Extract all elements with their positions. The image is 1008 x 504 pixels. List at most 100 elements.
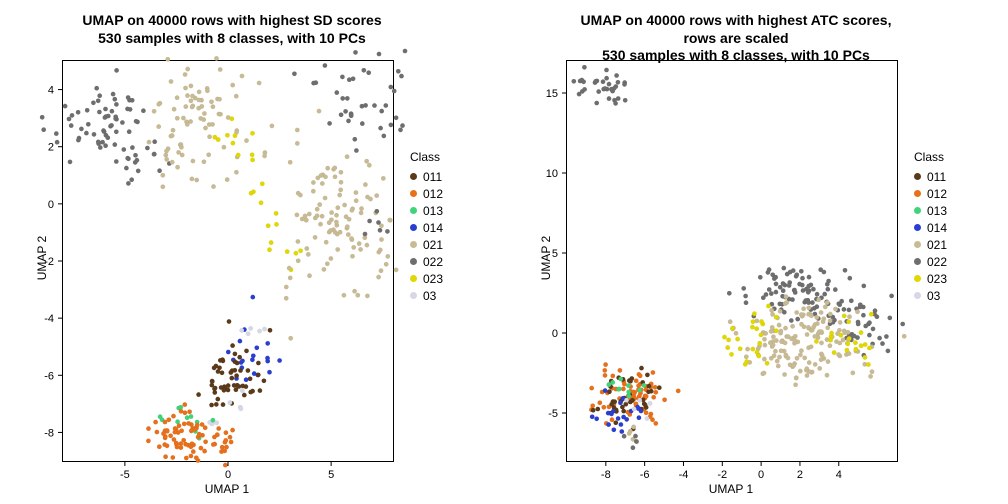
point-021: [333, 166, 338, 171]
point-021: [298, 193, 303, 198]
point-011: [233, 352, 238, 357]
point-012: [146, 426, 151, 431]
point-022: [767, 287, 772, 292]
point-022: [389, 123, 394, 128]
right-legend: Class01101201301402102202303: [914, 150, 1000, 304]
point-014: [637, 415, 642, 420]
point-022: [91, 101, 96, 106]
point-021: [288, 336, 293, 341]
point-022: [622, 434, 627, 439]
point-023: [751, 347, 756, 352]
point-021: [773, 349, 778, 354]
point-022: [581, 80, 586, 85]
point-012: [662, 398, 667, 403]
point-011: [221, 402, 226, 407]
point-021: [364, 159, 369, 164]
point-012: [598, 401, 603, 406]
point-014: [616, 416, 621, 421]
point-011: [240, 384, 245, 389]
point-021: [234, 170, 239, 175]
legend-title: Class: [410, 150, 496, 164]
point-021: [311, 180, 316, 185]
point-022: [126, 95, 131, 100]
point-011: [234, 373, 239, 378]
point-022: [323, 63, 328, 68]
point-022: [800, 276, 805, 281]
point-021: [365, 294, 370, 299]
legend-label: 03: [927, 289, 940, 303]
point-03: [214, 421, 219, 426]
point-021: [819, 310, 824, 315]
point-021: [342, 293, 347, 298]
point-03: [246, 331, 251, 336]
point-012: [182, 422, 187, 427]
point-023: [832, 350, 837, 355]
point-022: [867, 333, 872, 338]
point-023: [231, 141, 236, 146]
point-021: [771, 335, 776, 340]
point-021: [296, 239, 301, 244]
point-012: [179, 409, 184, 414]
point-011: [258, 388, 263, 393]
point-022: [134, 119, 139, 124]
point-021: [841, 338, 846, 343]
point-021: [378, 248, 383, 253]
point-022: [594, 101, 599, 106]
left-xlabel: UMAP 1: [62, 482, 392, 496]
point-022: [292, 72, 297, 77]
point-021: [870, 369, 875, 374]
point-023: [735, 337, 740, 342]
point-021: [295, 213, 300, 218]
point-011: [244, 349, 249, 354]
point-012: [168, 434, 173, 439]
legend-item-011: 011: [410, 168, 496, 185]
point-022: [807, 275, 812, 280]
legend-dot-icon: [410, 241, 417, 248]
point-021: [339, 180, 344, 185]
point-021: [313, 235, 318, 240]
point-022: [847, 308, 852, 313]
point-021: [201, 117, 206, 122]
point-021: [183, 86, 188, 91]
point-012: [155, 430, 160, 435]
point-011: [268, 328, 273, 333]
point-023: [738, 347, 743, 352]
point-011: [227, 319, 232, 324]
point-023: [757, 354, 762, 359]
point-021: [799, 312, 804, 317]
point-022: [40, 115, 45, 120]
point-021: [794, 376, 799, 381]
point-022: [101, 128, 106, 133]
point-021: [164, 153, 169, 158]
point-021: [394, 268, 399, 273]
point-022: [764, 292, 769, 297]
legend-label: 021: [927, 238, 947, 252]
point-012: [202, 449, 207, 454]
legend-dot-icon: [410, 207, 417, 214]
point-021: [161, 173, 166, 178]
point-021: [776, 364, 781, 369]
point-011: [649, 389, 654, 394]
point-022: [349, 114, 354, 119]
point-022: [363, 232, 368, 237]
legend-dot-icon: [410, 190, 417, 197]
point-021: [172, 107, 177, 112]
point-022: [613, 101, 618, 106]
point-011: [218, 358, 223, 363]
point-022: [781, 281, 786, 286]
point-021: [734, 331, 739, 336]
point-011: [630, 376, 635, 381]
point-023: [250, 153, 255, 158]
point-021: [175, 165, 180, 170]
point-011: [246, 368, 251, 373]
point-012: [636, 384, 641, 389]
point-021: [284, 285, 289, 290]
legend-label: 021: [423, 238, 443, 252]
point-021: [777, 355, 782, 360]
point-021: [795, 356, 800, 361]
point-022: [122, 147, 127, 152]
point-021: [296, 259, 301, 264]
point-022: [774, 290, 779, 295]
point-022: [136, 169, 141, 174]
legend-label: 011: [927, 170, 946, 184]
